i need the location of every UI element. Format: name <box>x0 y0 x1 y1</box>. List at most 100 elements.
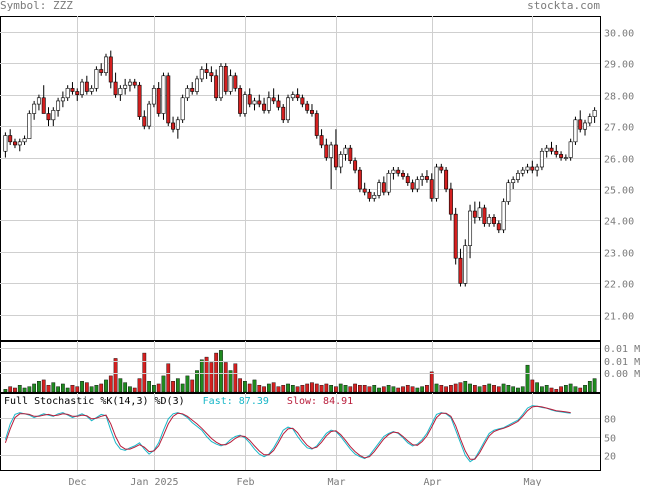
volume-bar <box>587 381 592 393</box>
volume-bar <box>549 387 554 393</box>
candle-body <box>329 144 334 158</box>
candle-body <box>401 172 405 177</box>
candle-body <box>8 135 13 143</box>
volume-bar <box>56 386 60 393</box>
candle-body <box>319 135 324 146</box>
volume-bar <box>444 386 448 393</box>
volume-bar <box>300 385 305 393</box>
candle-body <box>357 169 362 190</box>
volume-bar <box>310 382 314 393</box>
volume-bar <box>358 385 362 393</box>
volume-bar <box>554 389 559 393</box>
candle-body <box>592 110 597 117</box>
volume-bar <box>8 386 13 393</box>
volume-bar <box>372 385 377 393</box>
volume-bar <box>338 383 343 393</box>
volume-bar <box>271 382 276 393</box>
symbol-label: Symbol: ZZZ <box>0 0 73 12</box>
candle-body <box>60 97 65 102</box>
volume-bar <box>199 359 204 393</box>
price-tick-label: 30.00 <box>604 29 634 40</box>
candle-body <box>487 217 492 224</box>
volume-bar <box>113 358 118 393</box>
candle-body <box>305 103 310 111</box>
candle-body <box>424 176 429 180</box>
volume-bar <box>314 383 319 393</box>
volume-bar <box>228 370 233 393</box>
volume-bar <box>185 375 190 393</box>
candle-body <box>204 69 209 73</box>
time-tick-label: Mar <box>327 477 345 486</box>
volume-bar <box>501 383 506 393</box>
price-tick-label: 23.00 <box>604 249 634 260</box>
volume-bar <box>180 383 185 393</box>
volume-bar <box>233 363 238 393</box>
volume-bar <box>108 375 113 393</box>
volume-bar <box>540 386 544 393</box>
candle-body <box>314 113 319 136</box>
candle-body <box>75 91 80 95</box>
candle-body <box>22 138 27 143</box>
candle-body <box>583 122 588 130</box>
candle-body <box>530 166 535 171</box>
volume-bar <box>520 386 525 393</box>
volume-panel <box>0 341 601 393</box>
candle-body <box>199 69 204 80</box>
candle-body <box>104 56 108 73</box>
volume-bar <box>434 383 439 393</box>
volume-bar <box>204 356 209 393</box>
volume-bar <box>305 383 310 393</box>
volume-bar <box>492 385 496 393</box>
candle-body <box>559 154 564 158</box>
candle-body <box>137 84 142 117</box>
price-tick-label: 29.00 <box>604 60 634 71</box>
volume-bar <box>319 385 324 393</box>
volume-bar <box>99 383 104 393</box>
volume-bar <box>161 375 166 393</box>
candle-body <box>496 223 501 231</box>
candle-body <box>257 100 262 105</box>
candle-body <box>156 88 161 114</box>
candle-body <box>113 81 118 95</box>
volume-bar <box>142 352 147 393</box>
volume-bar <box>13 387 17 393</box>
candle-body <box>348 147 353 161</box>
stochastic-tick-label: 50 <box>604 434 616 445</box>
candle-body <box>290 94 295 99</box>
volume-bar <box>243 381 247 393</box>
time-tick-label: Dec <box>68 477 86 486</box>
volume-bar <box>525 364 530 393</box>
volume-bar <box>583 385 587 393</box>
candle-body <box>429 179 434 199</box>
stochastic-tick-label: 20 <box>604 452 616 463</box>
volume-bar <box>401 386 405 393</box>
candle-body <box>3 135 8 152</box>
candle-body <box>51 110 56 121</box>
volume-bar <box>334 386 338 393</box>
volume-bar <box>104 379 108 393</box>
volume-bar <box>61 383 65 393</box>
volume-bar <box>118 378 123 393</box>
volume-bar <box>262 386 266 393</box>
stochastic-fast-label: Fast: 87.39 <box>202 396 269 407</box>
candle-body <box>123 84 128 89</box>
volume-bar <box>166 363 171 393</box>
volume-bar <box>568 383 573 393</box>
candle-body <box>281 106 286 121</box>
volume-bar <box>195 370 199 393</box>
candle-body <box>472 210 477 218</box>
price-panel <box>0 16 601 341</box>
candle-body <box>175 119 180 130</box>
volume-bar <box>472 385 477 393</box>
volume-bar <box>463 381 468 393</box>
candle-body <box>343 147 348 155</box>
candle-body <box>142 116 147 127</box>
volume-bar <box>487 383 492 393</box>
candle-body <box>12 141 17 146</box>
volume-bar <box>559 386 563 393</box>
volume-bar <box>190 379 195 393</box>
candle-body <box>391 169 396 174</box>
time-tick-label: Jan 2025 <box>130 477 178 486</box>
candle-body <box>573 119 578 143</box>
